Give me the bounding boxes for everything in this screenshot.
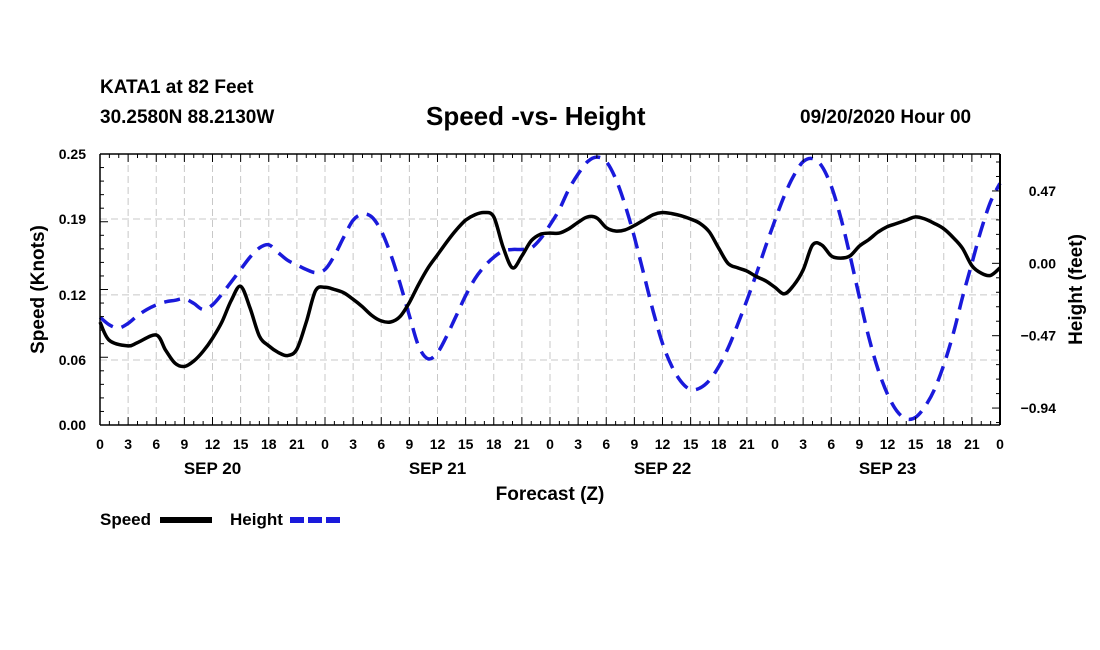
x-tick-label: 15	[458, 436, 474, 452]
y2-tick-label: −0.47	[1021, 328, 1057, 344]
x-tick-label: 21	[289, 436, 305, 452]
forecast-run-time: 09/20/2020 Hour 00	[800, 107, 972, 128]
x-tick-label: 0	[996, 436, 1004, 452]
x-tick-label: 3	[574, 436, 582, 452]
y-tick-label: 0.06	[59, 352, 86, 368]
y-tick-label: 0.19	[59, 211, 86, 227]
y2-tick-label: 0.47	[1029, 183, 1056, 199]
x-tick-label: 12	[655, 436, 671, 452]
chart-axes	[99, 153, 1001, 426]
x-tick-label: 0	[771, 436, 779, 452]
x-tick-label: 15	[233, 436, 249, 452]
x-tick-label: 6	[827, 436, 835, 452]
y2-axis-title: Height (feet)	[1066, 234, 1087, 345]
x-tick-label: 18	[711, 436, 727, 452]
x-tick-label: 9	[180, 436, 188, 452]
date-label: SEP 23	[859, 459, 916, 478]
x-tick-label: 0	[96, 436, 104, 452]
x-tick-label: 9	[630, 436, 638, 452]
x-tick-label: 21	[964, 436, 980, 452]
legend-label-speed: Speed	[100, 510, 151, 529]
station-name: KATA1 at 82 Feet	[100, 77, 254, 98]
date-label: SEP 21	[409, 459, 466, 478]
x-tick-label: 6	[377, 436, 385, 452]
x-tick-label: 15	[908, 436, 924, 452]
chart-legend: Speed Height	[100, 510, 342, 529]
station-coordinates: 30.2580N 88.2130W	[100, 107, 275, 128]
x-tick-label: 0	[321, 436, 329, 452]
legend-label-height: Height	[230, 510, 283, 529]
x-tick-label: 9	[855, 436, 863, 452]
x-axis-title: Forecast (Z)	[496, 484, 605, 505]
x-tick-label: 9	[405, 436, 413, 452]
x-tick-label: 3	[349, 436, 357, 452]
x-tick-label: 21	[514, 436, 530, 452]
x-tick-label: 12	[880, 436, 896, 452]
x-tick-label: 15	[683, 436, 699, 452]
x-tick-label: 18	[936, 436, 952, 452]
y-tick-label: 0.00	[59, 417, 86, 433]
x-tick-label: 12	[430, 436, 446, 452]
chart-title: Speed -vs- Height	[426, 101, 646, 131]
x-tick-label: 12	[205, 436, 221, 452]
y-tick-label: 0.12	[59, 287, 86, 303]
chart-labels: 0 3 6 9 12 15 18 21 0 3 6 9 12 15 18 21 0 3 6 9 12 15 18 21 0 3 6 9…	[28, 146, 1087, 505]
x-tick-label: 21	[739, 436, 755, 452]
series-line-height	[98, 155, 1002, 422]
y2-tick-label: −0.94	[1021, 400, 1057, 416]
date-label: SEP 22	[634, 459, 691, 478]
chart-series	[98, 155, 1002, 422]
series-line-speed	[98, 210, 1002, 369]
x-tick-label: 6	[602, 436, 610, 452]
x-tick-label: 0	[546, 436, 554, 452]
date-label: SEP 20	[184, 459, 241, 478]
x-tick-label: 3	[799, 436, 807, 452]
y2-tick-label: 0.00	[1029, 255, 1056, 271]
chart-grid	[100, 154, 1000, 425]
x-tick-label: 3	[124, 436, 132, 452]
x-tick-label: 6	[152, 436, 160, 452]
y-axis-title: Speed (Knots)	[28, 225, 49, 354]
y-tick-label: 0.25	[59, 146, 86, 162]
x-tick-label: 18	[486, 436, 502, 452]
x-tick-label: 18	[261, 436, 277, 452]
